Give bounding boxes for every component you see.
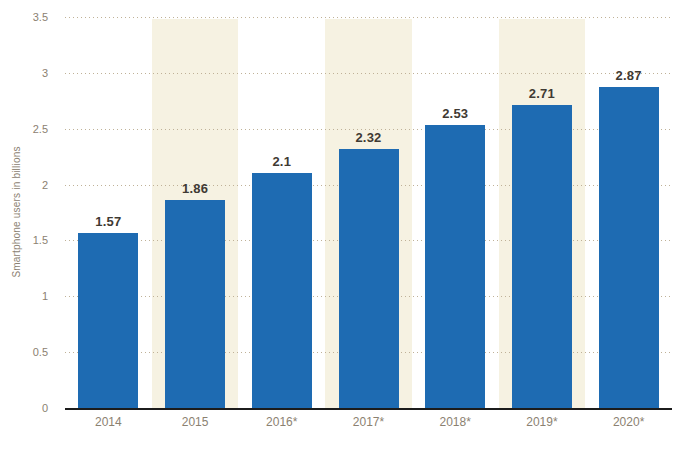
bar-value-label: 1.57 xyxy=(65,214,152,229)
bar-value-label: 2.87 xyxy=(585,68,672,83)
gridline xyxy=(65,73,672,74)
bar-value-label: 2.53 xyxy=(412,106,499,121)
bar xyxy=(339,149,399,408)
bar xyxy=(512,105,572,408)
x-tick-label: 2018* xyxy=(412,415,499,429)
y-tick-label: 3 xyxy=(0,66,48,80)
bar-value-label: 1.86 xyxy=(152,181,239,196)
y-tick-label: 2 xyxy=(0,178,48,192)
bar-value-label: 2.71 xyxy=(499,86,586,101)
bar xyxy=(252,173,312,408)
bar xyxy=(599,87,659,408)
bar xyxy=(425,125,485,408)
plot-area: 1.57 1.86 2.12.322.532.71 2.87 xyxy=(65,17,672,410)
x-tick-label: 2016* xyxy=(238,415,325,429)
y-axis-title: Smartphone users in billions xyxy=(11,146,22,277)
x-tick-label: 2015 xyxy=(152,415,239,429)
bar-value-label: 2.1 xyxy=(238,154,325,169)
y-tick-label: 2.5 xyxy=(0,122,48,136)
bar-value-label: 2.32 xyxy=(325,130,412,145)
y-tick-label: 3.5 xyxy=(0,10,48,24)
gridline xyxy=(65,17,672,18)
y-tick-label: 0 xyxy=(0,401,48,415)
x-tick-label: 2017* xyxy=(325,415,412,429)
x-tick-label: 2020* xyxy=(585,415,672,429)
x-tick-label: 2019* xyxy=(499,415,586,429)
y-tick-label: 1.5 xyxy=(0,233,48,247)
y-tick-label: 1 xyxy=(0,289,48,303)
x-tick-label: 2014 xyxy=(65,415,152,429)
bar-chart: Smartphone users in billions 0 0.5 1 1.5 2 2.… xyxy=(0,0,682,458)
bar xyxy=(78,233,138,408)
y-tick-label: 0.5 xyxy=(0,345,48,359)
bar xyxy=(165,200,225,408)
